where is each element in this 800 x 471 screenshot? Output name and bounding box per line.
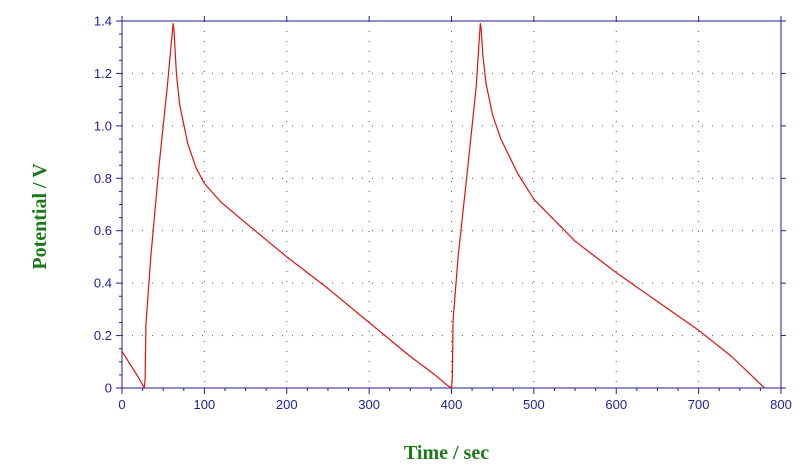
axis-ticks: 0 100 200 300 400 500 600 700 800 0 0.2 0.4 0.6 0.8 1.… [94, 14, 792, 413]
x-tick-label: 700 [688, 397, 710, 412]
grid [122, 21, 781, 388]
x-tick-label: 600 [605, 397, 627, 412]
x-tick-label: 800 [770, 397, 792, 412]
y-tick-label: 0.2 [94, 328, 112, 343]
x-tick-label: 0 [118, 397, 125, 412]
y-tick-label: 1.2 [94, 66, 112, 81]
x-tick-label: 500 [523, 397, 545, 412]
x-tick-label: 400 [441, 397, 463, 412]
y-tick-label: 1.4 [94, 14, 112, 29]
y-tick-label: 0.6 [94, 223, 112, 238]
x-tick-label: 100 [194, 397, 216, 412]
x-axis-title: Time / sec [404, 442, 489, 464]
x-tick-label: 200 [276, 397, 298, 412]
y-tick-label: 0 [105, 381, 112, 396]
plot-frame [121, 20, 782, 389]
y-tick-label: 1.0 [94, 118, 112, 133]
y-tick-label: 0.8 [94, 171, 112, 186]
y-axis-title: Potential / V [29, 163, 51, 270]
series [121, 23, 765, 389]
series-line [121, 23, 765, 389]
y-tick-label: 0.4 [94, 276, 112, 291]
x-tick-label: 300 [358, 397, 380, 412]
